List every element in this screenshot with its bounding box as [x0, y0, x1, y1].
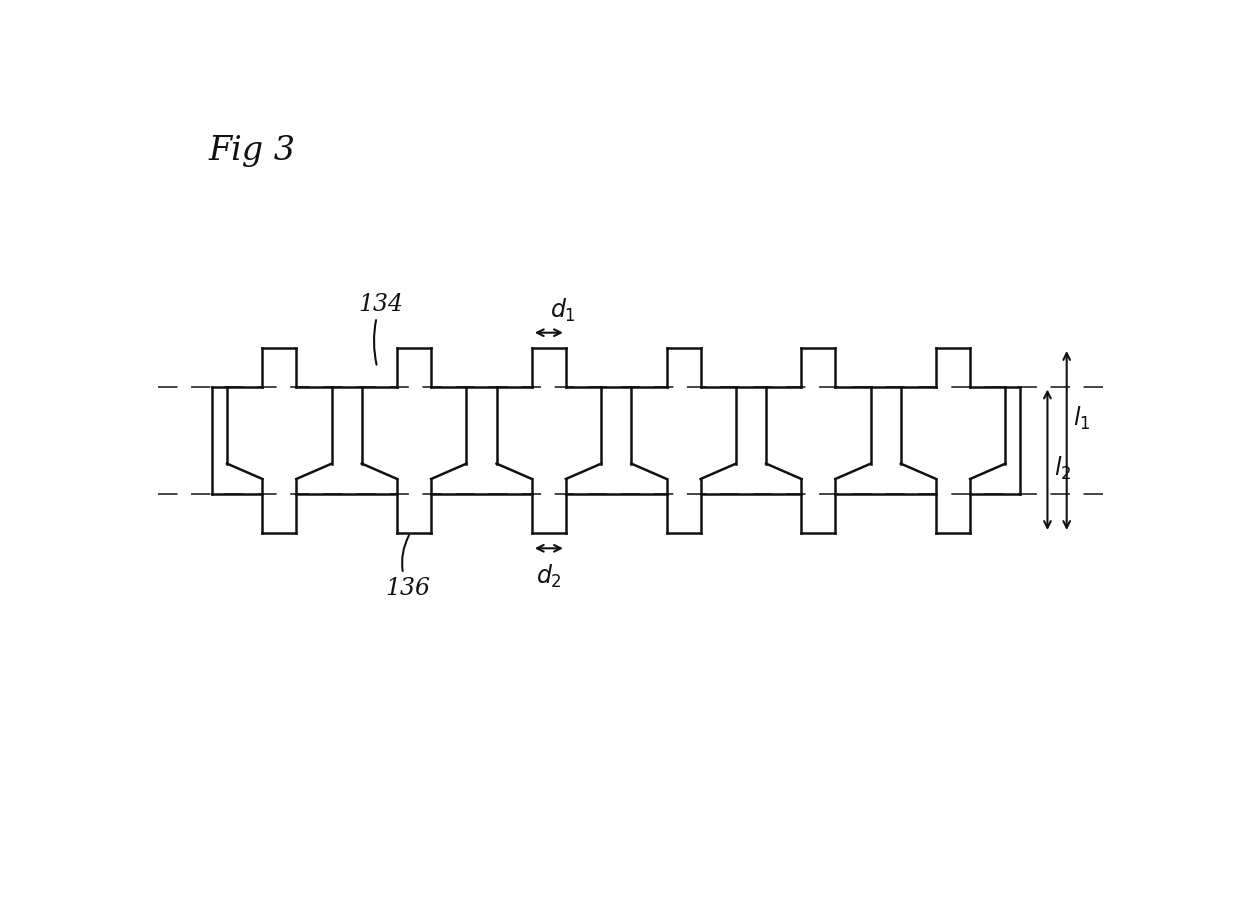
Text: $l_1$: $l_1$ [1073, 404, 1090, 432]
Text: 134: 134 [358, 292, 403, 365]
Text: 136: 136 [386, 536, 430, 600]
Text: Fig 3: Fig 3 [208, 135, 295, 167]
Text: $d_1$: $d_1$ [549, 296, 575, 323]
Text: $d_2$: $d_2$ [536, 562, 562, 590]
Text: $l_2$: $l_2$ [1054, 454, 1071, 482]
